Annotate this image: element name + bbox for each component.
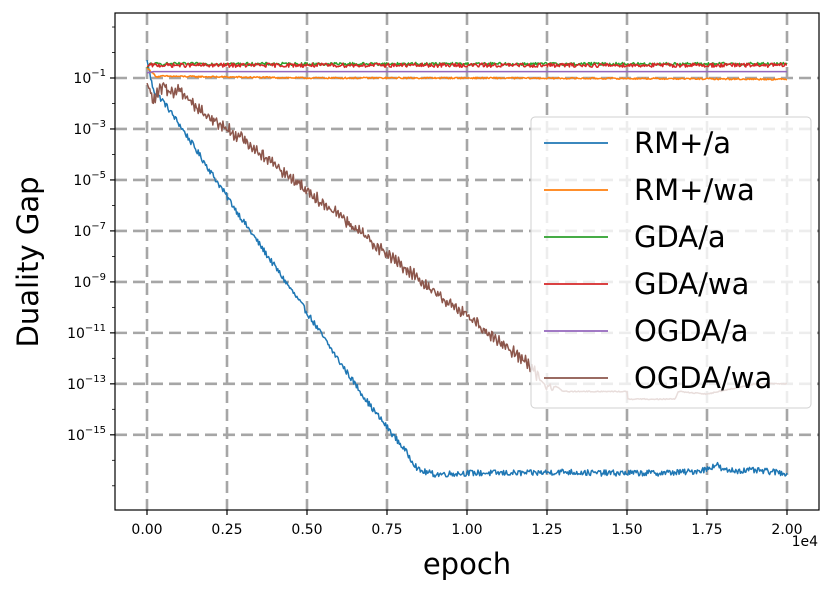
x-tick-label: 1.50 [611,522,642,538]
x-axis-label: epoch [423,547,511,581]
legend-label: RM+/wa [634,173,755,207]
x-tick-label: 2.00 [771,522,802,538]
legend: RM+/a RM+/wa GDA/a GDA/wa OGDA/a OGDA/wa [530,116,812,409]
x-tick-label: 0.75 [371,522,402,538]
x-axis-ticks: 0.00 0.25 0.50 0.75 1.00 1.25 1.50 1.75 2.00 [131,510,803,538]
series-line-rm-wa [146,67,788,81]
series-line-rm-a [146,59,788,478]
series-line-gda-wa [146,62,788,69]
legend-label: RM+/a [634,126,731,160]
x-axis-offset-label: 1e4 [792,534,819,550]
x-tick-label: 1.75 [691,522,722,538]
x-tick-label: 0.50 [291,522,322,538]
legend-label: OGDA/wa [634,361,772,395]
x-tick-label: 1.25 [531,522,562,538]
x-tick-label: 0.25 [211,522,242,538]
legend-label: OGDA/a [634,314,749,348]
x-tick-label: 0.00 [131,522,162,538]
legend-label: GDA/a [634,220,726,254]
series-line-ogda-a [146,70,787,74]
y-axis-label: Duality Gap [11,177,45,348]
legend-label: GDA/wa [634,267,749,301]
x-tick-label: 1.00 [451,522,482,538]
